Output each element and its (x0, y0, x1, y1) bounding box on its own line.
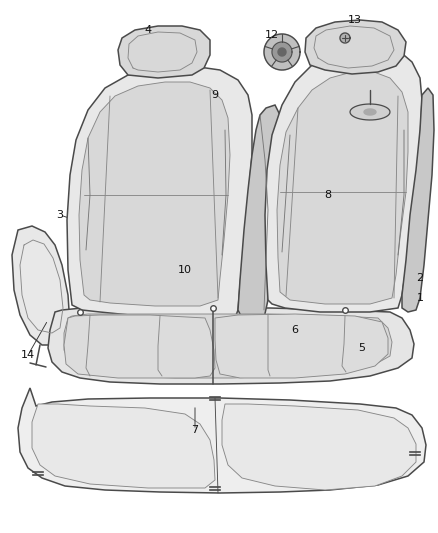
Text: 12: 12 (265, 30, 279, 40)
Text: 3: 3 (57, 210, 64, 220)
Polygon shape (64, 315, 215, 378)
Polygon shape (277, 72, 408, 304)
Text: 8: 8 (325, 190, 332, 200)
Polygon shape (264, 34, 300, 70)
Polygon shape (340, 33, 350, 43)
Polygon shape (79, 82, 230, 306)
Polygon shape (364, 109, 376, 115)
Polygon shape (222, 404, 416, 490)
Text: 13: 13 (348, 15, 362, 25)
Text: 9: 9 (212, 90, 219, 100)
Text: 1: 1 (417, 293, 424, 303)
Polygon shape (350, 104, 390, 120)
Polygon shape (238, 105, 282, 320)
Text: 2: 2 (417, 273, 424, 283)
Polygon shape (402, 88, 434, 312)
Polygon shape (12, 226, 70, 345)
Text: 6: 6 (292, 325, 299, 335)
Text: 4: 4 (145, 25, 152, 35)
Polygon shape (32, 404, 215, 488)
Polygon shape (305, 20, 406, 74)
Polygon shape (272, 42, 292, 62)
Polygon shape (48, 308, 414, 384)
Polygon shape (67, 66, 252, 318)
Text: 10: 10 (178, 265, 192, 275)
Polygon shape (278, 48, 286, 56)
Text: 14: 14 (21, 350, 35, 360)
Text: 5: 5 (358, 343, 365, 353)
Polygon shape (118, 26, 210, 78)
Text: 7: 7 (191, 425, 198, 435)
Polygon shape (64, 314, 392, 378)
Polygon shape (215, 314, 388, 378)
Polygon shape (18, 388, 426, 493)
Polygon shape (265, 46, 422, 312)
